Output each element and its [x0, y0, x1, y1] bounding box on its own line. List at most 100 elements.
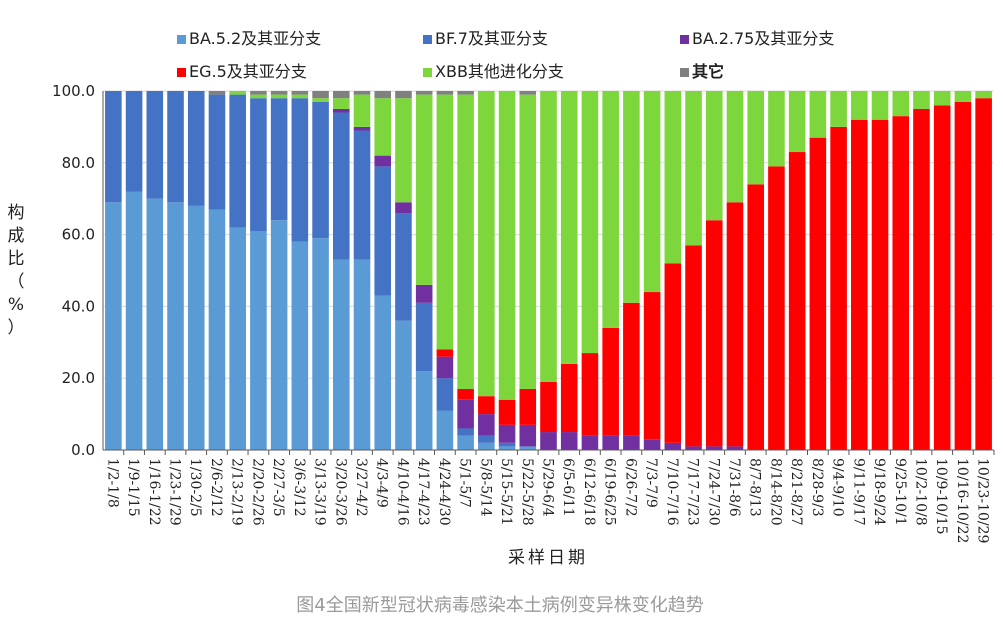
bar-segment	[167, 91, 184, 203]
x-tick-label: 10/16-10/22	[954, 458, 970, 543]
bar-segment	[395, 320, 412, 450]
legend-label: BA.2.75及其亚分支	[692, 29, 834, 48]
x-tick-label: 8/21-8/27	[788, 458, 804, 526]
bar-segment	[270, 94, 288, 99]
bar-segment	[270, 91, 288, 95]
x-tick-label: 4/17-4/23	[415, 458, 431, 526]
bar-segment	[954, 101, 972, 451]
bar-segment	[643, 439, 661, 450]
bar-segment	[125, 191, 143, 450]
bar-segment	[146, 198, 164, 450]
bar-segment	[415, 91, 433, 95]
bar-segment	[125, 91, 143, 192]
y-axis-title: 构成比 （% ）	[8, 203, 25, 338]
x-tick-label: 7/24-7/30	[705, 458, 721, 526]
legend-label: BF.7及其亚分支	[435, 29, 548, 48]
bar-segment	[291, 98, 309, 242]
bar-segment	[250, 91, 267, 95]
x-tick-label: 10/9-10/15	[933, 458, 949, 535]
bars	[105, 91, 992, 451]
y-tick-label: 100.0	[52, 82, 95, 100]
bar-segment	[540, 381, 557, 433]
bar-segment	[146, 91, 164, 199]
bar-segment	[105, 202, 122, 450]
x-tick-label: 5/8-5/14	[477, 458, 493, 517]
x-tick-label: 2/13-2/19	[229, 458, 245, 526]
x-tick-label: 1/30-2/5	[187, 458, 203, 517]
bar-segment	[208, 209, 226, 450]
x-tick-label: 6/19-6/25	[602, 458, 618, 526]
x-tick-label: 2/20-2/26	[249, 458, 265, 526]
bar-segment	[291, 91, 309, 95]
bar-segment	[519, 424, 537, 447]
bar-segment	[436, 410, 454, 450]
bar-segment	[809, 91, 827, 138]
bar-segment	[105, 91, 122, 203]
bar-segment	[353, 91, 371, 95]
bar-segment	[933, 105, 951, 451]
bar-segment	[250, 231, 267, 450]
y-axis-title-char: 构	[8, 203, 25, 223]
bar-segment	[871, 119, 889, 450]
bar-segment	[726, 202, 744, 447]
bar-segment	[415, 371, 433, 450]
bar-segment	[229, 94, 246, 228]
bar-segment	[913, 91, 930, 109]
x-tick-label: 3/20-3/26	[332, 458, 348, 526]
x-tick-label: 2/27-3/5	[270, 458, 286, 517]
bar-segment	[374, 295, 392, 450]
bar-segment	[395, 91, 412, 99]
bar-segment	[643, 292, 661, 440]
x-tick-label: 6/5-6/11	[560, 458, 576, 517]
legend-swatch	[177, 68, 186, 77]
x-tick-label: 1/9-1/15	[125, 458, 141, 517]
bar-segment	[623, 435, 640, 450]
bar-segment	[333, 259, 350, 450]
bar-segment	[726, 91, 744, 203]
bar-segment	[415, 284, 433, 303]
bar-segment	[333, 98, 350, 109]
legend-label: 其它	[692, 62, 724, 81]
bar-segment	[768, 166, 785, 450]
x-tick-label: 7/10-7/16	[664, 458, 680, 526]
legend-swatch	[423, 68, 432, 77]
x-tick-label: 7/31-8/6	[726, 458, 742, 517]
bar-segment	[933, 91, 951, 106]
bar-segment	[312, 101, 329, 239]
bar-segment	[229, 227, 246, 450]
bar-segment	[685, 245, 702, 447]
bar-segment	[353, 259, 371, 450]
bar-segment	[457, 94, 474, 389]
legend-swatch	[177, 35, 186, 44]
x-tick-label: 9/18-9/24	[871, 458, 887, 526]
bar-segment	[457, 399, 474, 429]
bar-segment	[333, 108, 350, 113]
bar-segment	[788, 91, 806, 153]
bar-segment	[415, 302, 433, 372]
legend-swatch	[423, 35, 432, 44]
x-tick-label: 1/2-1/8	[104, 458, 120, 508]
bar-segment	[291, 94, 309, 99]
y-axis-title-char: %	[8, 295, 24, 315]
axes	[102, 91, 995, 455]
bar-segment	[705, 446, 723, 450]
x-tick-label: 5/29-6/4	[540, 458, 556, 517]
bar-segment	[560, 363, 578, 433]
x-tick-label: 6/12-6/18	[581, 458, 597, 526]
bar-segment	[747, 91, 764, 185]
bar-segment	[187, 205, 205, 450]
bar-segment	[291, 241, 309, 450]
legend-label: BA.5.2及其亚分支	[189, 29, 321, 48]
legend-label: EG.5及其亚分支	[189, 62, 307, 81]
bar-segment	[333, 112, 350, 260]
bar-segment	[436, 91, 454, 95]
bar-segment	[415, 94, 433, 285]
bar-segment	[457, 388, 474, 400]
legend-swatch	[680, 35, 689, 44]
bar-segment	[395, 98, 412, 203]
bar-segment	[312, 98, 329, 102]
x-tick-label: 9/25-10/1	[892, 458, 908, 526]
bar-segment	[685, 91, 702, 246]
bar-segment	[250, 98, 267, 232]
